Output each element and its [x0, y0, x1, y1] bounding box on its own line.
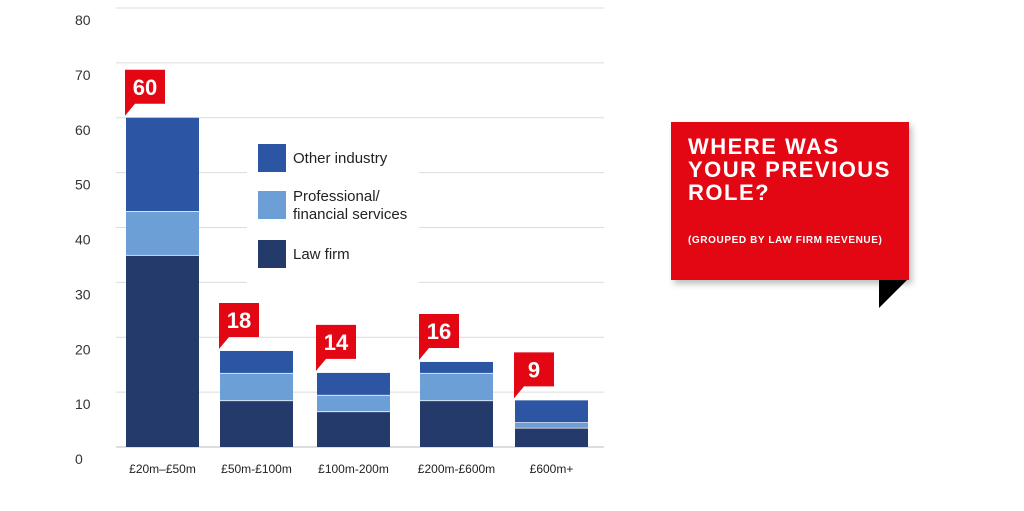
bar-segment — [126, 254, 199, 447]
total-label: 18 — [227, 308, 251, 333]
bar-segment — [126, 211, 199, 255]
total-callout — [316, 324, 356, 371]
y-tick-label: 10 — [75, 396, 91, 412]
bar-segment — [220, 400, 293, 447]
bar-segment — [220, 350, 293, 373]
title-box: WHERE WAS YOUR PREVIOUS ROLE? (GROUPED B… — [671, 122, 909, 280]
bar-segment — [317, 372, 390, 395]
total-labels: 60 18 14 16 9 — [125, 69, 554, 399]
legend-label: Other industry — [293, 150, 388, 167]
total-label: 9 — [528, 357, 540, 382]
y-tick-label: 0 — [75, 451, 83, 467]
title-box-tail — [879, 280, 907, 308]
y-tick-label: 70 — [75, 67, 91, 83]
total-label: 14 — [324, 330, 349, 355]
bar-segment — [220, 372, 293, 401]
legend-swatch — [258, 240, 286, 268]
total-callout — [125, 69, 165, 116]
legend: Other industry Professional/financial ser… — [247, 124, 419, 284]
total-label: 60 — [133, 75, 157, 100]
x-tick-label: £200m-£600m — [418, 462, 495, 476]
legend-swatch — [258, 144, 286, 172]
x-tick-label: £20m–£50m — [129, 462, 196, 476]
bar-segment — [420, 372, 493, 401]
x-tick-label: £50m-£100m — [221, 462, 292, 476]
y-tick-label: 30 — [75, 286, 91, 302]
bar-segment — [317, 394, 390, 412]
total-callout — [219, 302, 259, 349]
bar-segment — [515, 427, 588, 447]
bar-segment — [420, 400, 493, 447]
legend-label: Law firm — [293, 246, 350, 263]
bar-segment — [317, 411, 390, 447]
x-tick-label: £100m-200m — [318, 462, 389, 476]
x-axis: £20m–£50m £50m-£100m £100m-200m £200m-£600m… — [129, 462, 573, 476]
bar-segment — [515, 422, 588, 428]
bars — [126, 117, 588, 447]
legend-label: Professional/financial services — [293, 188, 407, 223]
total-callout — [514, 352, 554, 399]
chart-title: WHERE WAS YOUR PREVIOUS ROLE? — [688, 134, 891, 205]
y-tick-label: 20 — [75, 341, 91, 357]
bar-segment — [515, 400, 588, 423]
y-tick-label: 80 — [75, 12, 91, 28]
y-tick-label: 50 — [75, 177, 91, 193]
y-tick-label: 40 — [75, 232, 91, 248]
bar-segment — [420, 361, 493, 373]
legend-swatch — [258, 191, 286, 219]
y-tick-label: 60 — [75, 122, 91, 138]
total-label: 16 — [427, 319, 451, 344]
chart-subtitle: (GROUPED BY LAW FIRM REVENUE) — [688, 235, 883, 246]
bar-segment — [126, 117, 199, 212]
total-callout — [419, 313, 459, 360]
x-tick-label: £600m+ — [530, 462, 574, 476]
